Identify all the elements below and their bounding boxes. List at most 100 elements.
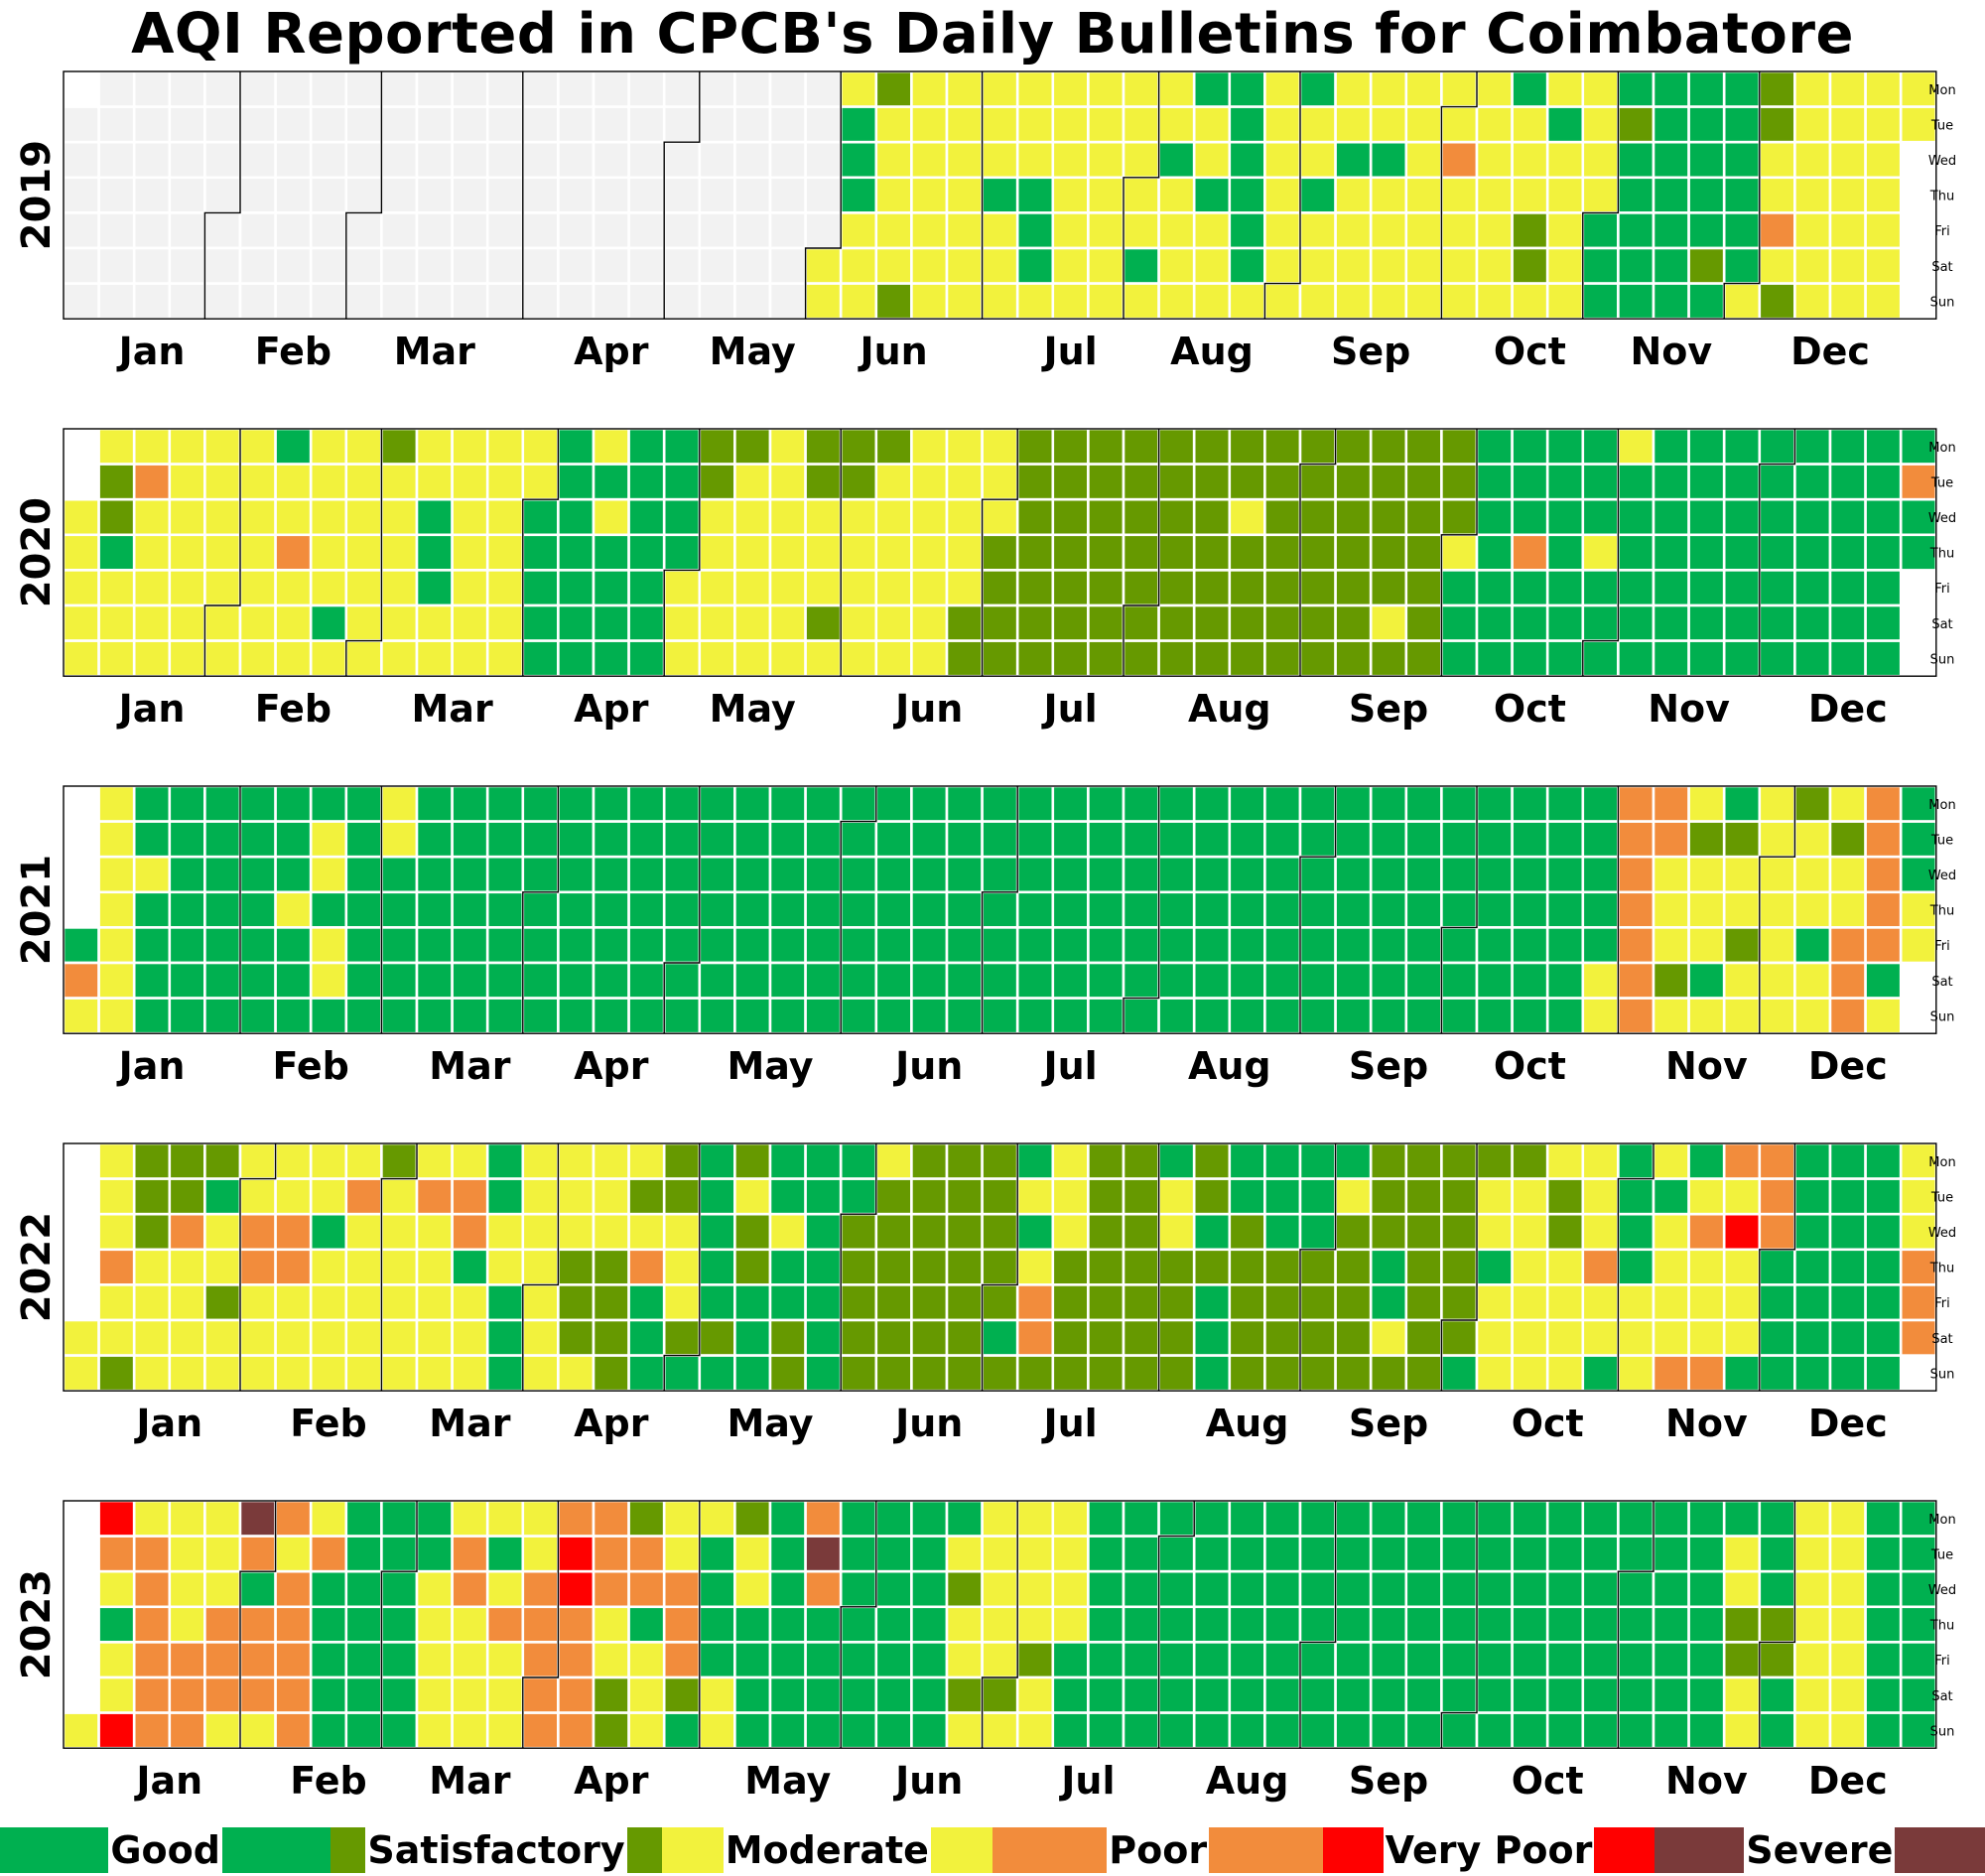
- day-cell-2022-01-24: [203, 1141, 242, 1180]
- month-label-2022-jul: Jul: [1040, 1402, 1097, 1445]
- day-cell-2022-05-19: [768, 1248, 807, 1286]
- day-cell-2021-05-12: [733, 855, 772, 894]
- day-cell-2021-11-24: [1722, 855, 1762, 894]
- day-cell-2023-02-05: [238, 1711, 277, 1750]
- day-cell-2020-10-28: [1581, 497, 1620, 537]
- day-cell-2020-09-13: [1334, 639, 1373, 678]
- day-cell-2023-09-16: [1369, 1675, 1408, 1714]
- day-cell-2020-01-22: [168, 497, 206, 537]
- day-cell-2019-03-06: [380, 140, 419, 180]
- day-cell-2023-03-16: [451, 1605, 489, 1644]
- day-cell-2022-11-14: [1687, 1141, 1726, 1180]
- day-cell-2020-10-21: [1545, 497, 1585, 537]
- day-cell-2022-01-11: [132, 1177, 172, 1216]
- day-cell-2022-10-17: [1545, 1141, 1585, 1180]
- day-cell-2023-06-13: [910, 1535, 949, 1573]
- day-cell-2023-06-12: [910, 1499, 949, 1538]
- day-cell-2020-06-02: [839, 463, 878, 501]
- day-cell-2023-02-07: [274, 1535, 313, 1573]
- month-label-2023-jan: Jan: [133, 1759, 202, 1803]
- day-cell-2019-11-25: [1722, 69, 1762, 108]
- day-cell-2023-03-18: [451, 1675, 489, 1714]
- day-cell-2019-09-20: [1369, 211, 1408, 250]
- day-cell-2019-02-10: [238, 282, 277, 321]
- day-cell-2019-10-20: [1511, 282, 1549, 321]
- day-cell-2021-10-14: [1511, 890, 1549, 929]
- day-cell-2022-04-12: [592, 1177, 630, 1216]
- day-cell-2019-08-04: [1122, 282, 1160, 321]
- day-cell-2023-08-17: [1228, 1605, 1266, 1644]
- day-cell-2019-07-27: [1087, 246, 1125, 285]
- day-cell-2020-04-23: [627, 533, 666, 572]
- day-cell-2021-09-19: [1369, 997, 1408, 1035]
- day-cell-2019-02-13: [274, 140, 313, 180]
- day-cell-2023-02-13: [309, 1499, 348, 1538]
- day-cell-2020-11-19: [1687, 533, 1726, 572]
- day-cell-2019-05-15: [733, 140, 772, 180]
- day-cell-2023-04-28: [662, 1641, 702, 1679]
- day-cell-2021-11-27: [1722, 961, 1762, 1000]
- day-cell-2021-07-11: [1015, 997, 1055, 1035]
- day-cell-2020-05-31: [804, 639, 843, 678]
- day-cell-2019-08-26: [1263, 69, 1302, 108]
- day-cell-2023-06-05: [874, 1499, 913, 1538]
- day-cell-2023-06-23: [945, 1641, 984, 1679]
- day-cell-2022-06-06: [874, 1141, 913, 1180]
- day-cell-2021-12-24: [1864, 926, 1903, 965]
- day-cell-2020-01-05: [62, 639, 100, 678]
- day-cell-2021-01-18: [168, 784, 206, 823]
- day-cell-2021-12-18: [1828, 961, 1867, 1000]
- day-cell-2020-05-26: [804, 463, 843, 501]
- day-cell-2022-11-30: [1758, 1212, 1796, 1252]
- day-cell-2019-08-16: [1192, 211, 1232, 250]
- day-cell-2020-11-15: [1652, 639, 1690, 678]
- day-cell-2020-11-21: [1687, 603, 1726, 642]
- day-cell-2019-08-29: [1263, 176, 1302, 214]
- month-boundary-2022-5: [663, 1143, 701, 1392]
- day-cell-2021-04-07: [557, 855, 596, 894]
- day-cell-2023-11-13: [1687, 1499, 1726, 1538]
- day-cell-2019-02-06: [238, 140, 277, 180]
- day-cell-2023-05-21: [768, 1711, 807, 1750]
- day-cell-2019-02-24: [309, 282, 348, 321]
- day-cell-2020-11-06: [1617, 569, 1655, 607]
- day-cell-2019-05-05: [662, 282, 702, 321]
- day-cell-2019-09-29: [1404, 282, 1443, 321]
- day-cell-2021-11-02: [1617, 820, 1655, 859]
- day-cell-2020-06-08: [874, 427, 913, 466]
- day-cell-2020-08-25: [1263, 463, 1302, 501]
- month-boundary-2021-5: [663, 786, 701, 1034]
- day-cell-2023-05-13: [733, 1675, 772, 1714]
- day-cell-2022-07-26: [1122, 1177, 1160, 1216]
- day-cell-2019-05-02: [662, 176, 702, 214]
- day-cell-2022-01-01: [62, 1318, 100, 1357]
- day-cell-2021-11-29: [1758, 784, 1796, 823]
- day-cell-2022-12-15: [1828, 1248, 1867, 1286]
- day-cell-2021-06-21: [945, 784, 984, 823]
- day-cell-2019-03-08: [380, 211, 419, 250]
- day-cell-2019-07-29: [1122, 69, 1160, 108]
- day-cell-2022-11-08: [1652, 1177, 1690, 1216]
- day-cell-2021-03-28: [485, 997, 525, 1035]
- day-cell-2021-01-31: [203, 997, 242, 1035]
- day-cell-2022-12-07: [1793, 1212, 1832, 1252]
- day-cell-2021-01-24: [168, 997, 206, 1035]
- day-cell-2019-06-03: [839, 69, 878, 108]
- day-cell-2023-07-20: [1087, 1605, 1125, 1644]
- day-cell-2022-04-11: [592, 1141, 630, 1180]
- day-cell-2021-01-08: [97, 926, 136, 965]
- day-cell-2020-08-07: [1157, 569, 1196, 607]
- day-cell-2019-10-05: [1440, 246, 1479, 285]
- day-cell-2020-10-30: [1581, 569, 1620, 607]
- day-cell-2020-02-27: [344, 533, 383, 572]
- day-cell-2020-01-18: [132, 603, 172, 642]
- day-cell-2021-05-29: [804, 961, 843, 1000]
- day-cell-2022-09-24: [1404, 1318, 1443, 1357]
- day-cell-2019-12-23: [1864, 69, 1903, 108]
- day-cell-2020-06-25: [945, 533, 984, 572]
- day-cell-2022-06-29: [981, 1212, 1019, 1252]
- day-cell-2019-03-26: [485, 105, 525, 144]
- day-cell-2022-07-29: [1122, 1283, 1160, 1322]
- day-cell-2021-11-30: [1758, 820, 1796, 859]
- weekday-label-2022-sun: Sun: [1930, 1367, 1955, 1382]
